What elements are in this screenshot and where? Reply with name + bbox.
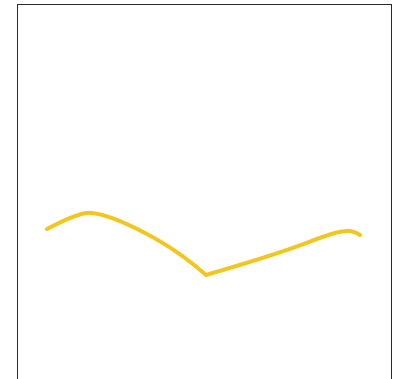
drawing-frame [17, 4, 392, 379]
yellow-stroke [45, 210, 362, 277]
